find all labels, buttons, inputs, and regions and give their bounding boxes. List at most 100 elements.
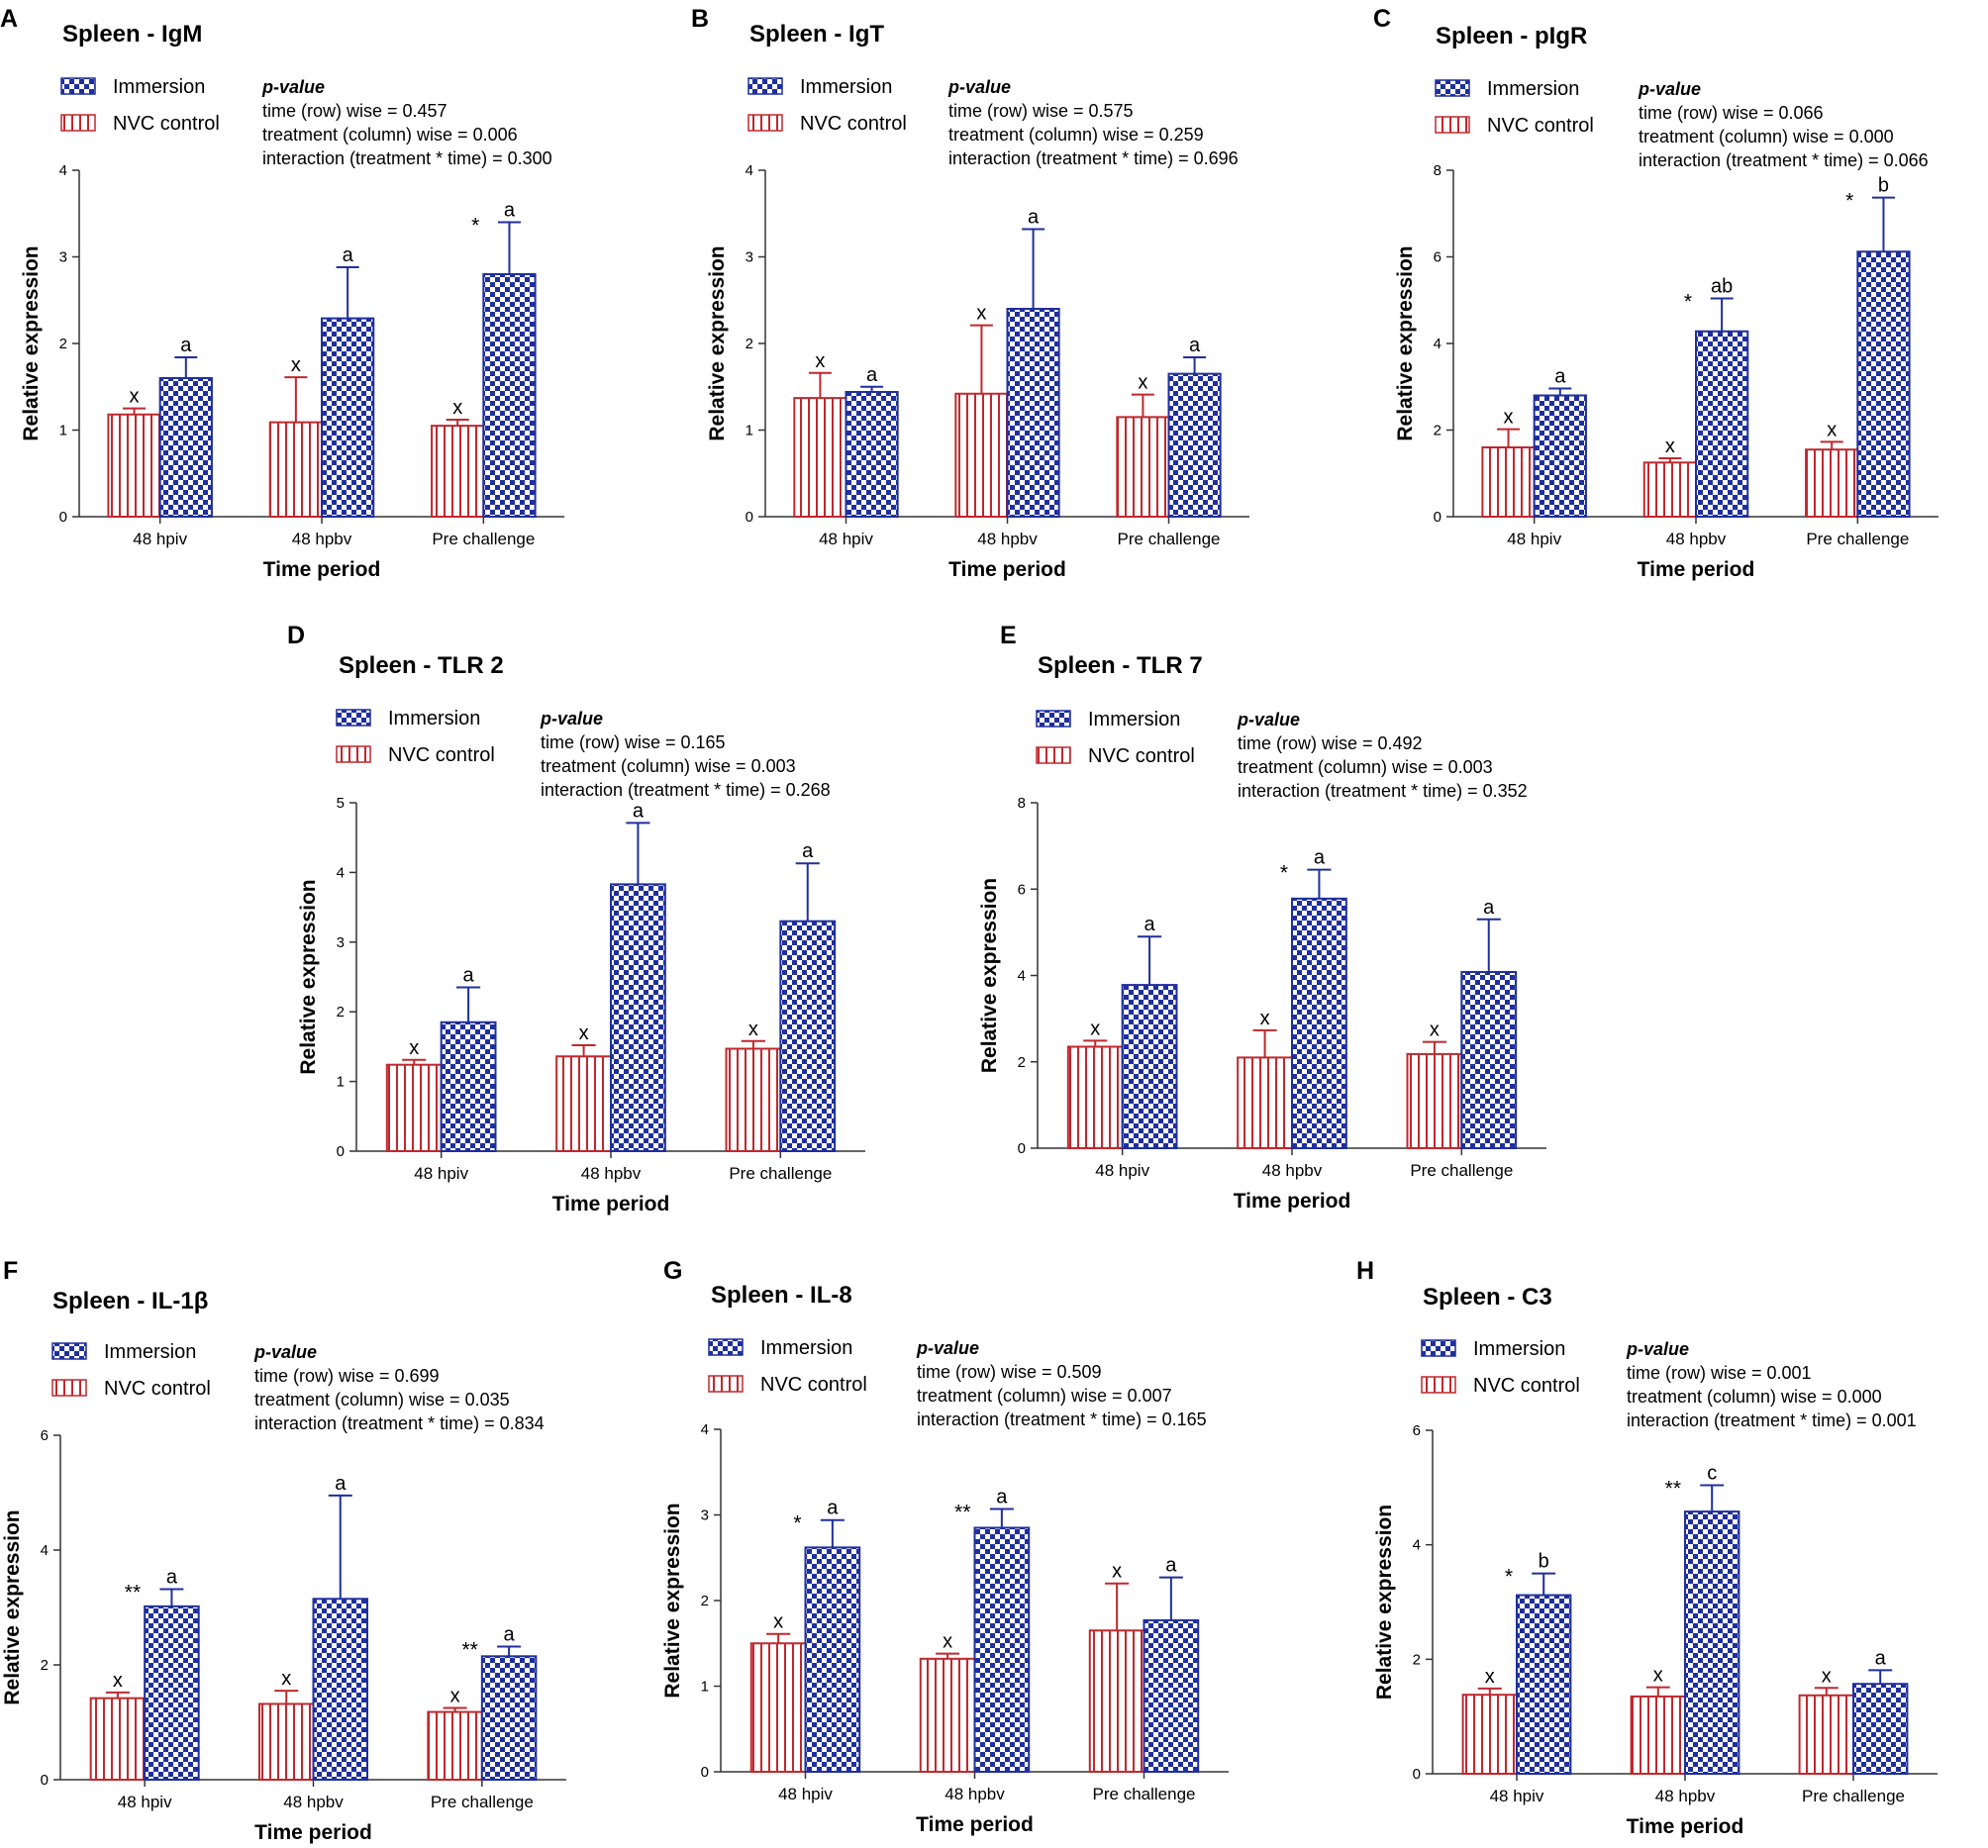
chart-panel-d: D Spleen - TLR 2 Immersion NVC control p-val… — [287, 622, 865, 1216]
bar-control — [1642, 461, 1697, 518]
y-tick-label: 2 — [701, 1593, 709, 1609]
panel-title-g: Spleen - IL-8 — [711, 1282, 852, 1309]
significance-letter: x — [579, 1022, 589, 1044]
legend-label-immersion: Immersion — [113, 76, 205, 98]
bar-immersion — [1006, 308, 1060, 518]
y-tick-label: 4 — [1434, 336, 1441, 352]
y-axis-title: Relative expression — [20, 245, 43, 440]
bar-control — [268, 421, 324, 518]
y-tick-label: 0 — [701, 1764, 709, 1781]
legend-swatch-immersion — [60, 77, 96, 95]
significance-letter: x — [1485, 1666, 1495, 1688]
significance-star: * — [1684, 291, 1692, 314]
pvalue-heading: p-value — [1638, 79, 1701, 99]
pvalue-line: treatment (column) wise = 0.006 — [262, 125, 518, 145]
pvalue-line: time (row) wise = 0.699 — [254, 1366, 440, 1386]
chart-panel-c: C Spleen - pIgR Immersion NVC control p-valu… — [1373, 5, 1938, 581]
significance-letter: a — [166, 1566, 178, 1588]
pvalue-line: interaction (treatment * time) = 0.352 — [1238, 781, 1528, 801]
significance-letter: x — [281, 1668, 291, 1690]
panel-title-b: Spleen - IgT — [749, 21, 884, 48]
legend-swatch-control — [336, 745, 371, 763]
x-category-label: 48 hpiv — [133, 530, 187, 548]
legend-label-immersion: Immersion — [1487, 78, 1579, 100]
significance-letter: x — [113, 1670, 123, 1692]
significance-star: * — [1505, 1566, 1513, 1589]
panel-letter-h: H — [1356, 1257, 1374, 1285]
bar-control — [1805, 448, 1859, 518]
pvalue-line: treatment (column) wise = 0.000 — [1627, 1387, 1882, 1407]
pvalue-line: time (row) wise = 0.492 — [1238, 733, 1423, 753]
significance-letter: x — [1827, 419, 1837, 440]
legend-label-immersion: Immersion — [760, 1337, 852, 1359]
significance-letter: a — [1483, 897, 1495, 919]
bar-control — [555, 1055, 613, 1152]
significance-star: ** — [125, 1581, 141, 1604]
significance-letter: a — [463, 965, 475, 987]
significance-letter: b — [1878, 175, 1889, 197]
chart-panel-f: F Spleen - IL-1β Immersion NVC control p-val… — [1, 1257, 566, 1844]
y-tick-label: 6 — [1413, 1422, 1421, 1439]
legend-swatch-immersion — [747, 77, 783, 95]
bar-immersion — [480, 1655, 538, 1782]
bar-control — [427, 1710, 483, 1782]
significance-letter: a — [180, 335, 192, 356]
x-category-label: 48 hpbv — [977, 530, 1038, 548]
legend-label-control: NVC control — [760, 1374, 867, 1396]
legend-swatch-control — [708, 1375, 744, 1393]
y-tick-label: 4 — [701, 1421, 709, 1438]
y-axis-title: Relative expression — [1394, 245, 1417, 440]
y-tick-label: 4 — [337, 864, 345, 881]
panel-letter-d: D — [287, 622, 305, 649]
bar-control — [749, 1642, 807, 1773]
significance-letter: x — [1112, 1561, 1122, 1583]
significance-letter: a — [1028, 207, 1040, 229]
pvalue-line: interaction (treatment * time) = 0.001 — [1627, 1410, 1917, 1430]
bar-control — [1406, 1052, 1463, 1149]
legend-swatch-control — [1036, 746, 1071, 764]
panel-title-f: Spleen - IL-1β — [52, 1288, 208, 1314]
x-category-label: 48 hpiv — [414, 1164, 468, 1183]
bar-control — [1798, 1694, 1854, 1775]
y-tick-label: 6 — [41, 1427, 49, 1444]
x-category-label: Pre challenge — [1093, 1785, 1196, 1803]
pvalue-line: treatment (column) wise = 0.003 — [541, 756, 796, 776]
y-tick-label: 2 — [59, 336, 67, 352]
significance-letter: x — [1504, 407, 1514, 429]
x-axis-title: Time period — [916, 1813, 1034, 1836]
y-tick-label: 3 — [59, 249, 67, 266]
significance-letter: x — [943, 1631, 952, 1653]
x-category-label: 48 hpbv — [944, 1785, 1005, 1803]
legend-label-control: NVC control — [104, 1378, 211, 1400]
significance-letter: a — [1314, 847, 1326, 869]
legend-swatch-immersion — [1435, 79, 1470, 97]
bar-control — [1116, 416, 1170, 518]
x-category-label: 48 hpiv — [118, 1793, 172, 1811]
significance-letter: a — [504, 200, 516, 222]
y-axis-title: Relative expression — [661, 1503, 684, 1698]
panel-letter-f: F — [3, 1257, 18, 1285]
significance-letter: x — [1260, 1008, 1270, 1029]
significance-letter: x — [1138, 372, 1147, 394]
panel-letter-a: A — [0, 5, 18, 33]
bar-control — [1461, 1694, 1518, 1775]
y-tick-label: 2 — [746, 336, 753, 352]
significance-letter: x — [748, 1019, 758, 1040]
pvalue-line: interaction (treatment * time) = 0.300 — [262, 148, 552, 168]
bar-immersion — [1856, 250, 1911, 518]
pvalue-line: time (row) wise = 0.066 — [1639, 103, 1824, 123]
pvalue-heading: p-value — [261, 77, 325, 97]
bar-immersion — [440, 1021, 497, 1153]
pvalue-line: treatment (column) wise = 0.007 — [917, 1386, 1172, 1406]
y-tick-label: 4 — [1413, 1537, 1421, 1554]
y-tick-label: 6 — [1434, 249, 1441, 266]
legend-label-immersion: Immersion — [1088, 709, 1180, 730]
y-tick-label: 0 — [1413, 1766, 1421, 1783]
significance-star: ** — [954, 1501, 970, 1523]
chart-panel-e: E Spleen - TLR 7 Immersion NVC control p-val… — [978, 622, 1546, 1213]
y-tick-label: 2 — [1413, 1651, 1421, 1668]
x-category-label: 48 hpbv — [1655, 1787, 1716, 1805]
x-category-label: 48 hpbv — [581, 1164, 642, 1183]
significance-letter: x — [1653, 1665, 1663, 1687]
x-axis-title: Time period — [1234, 1190, 1351, 1213]
